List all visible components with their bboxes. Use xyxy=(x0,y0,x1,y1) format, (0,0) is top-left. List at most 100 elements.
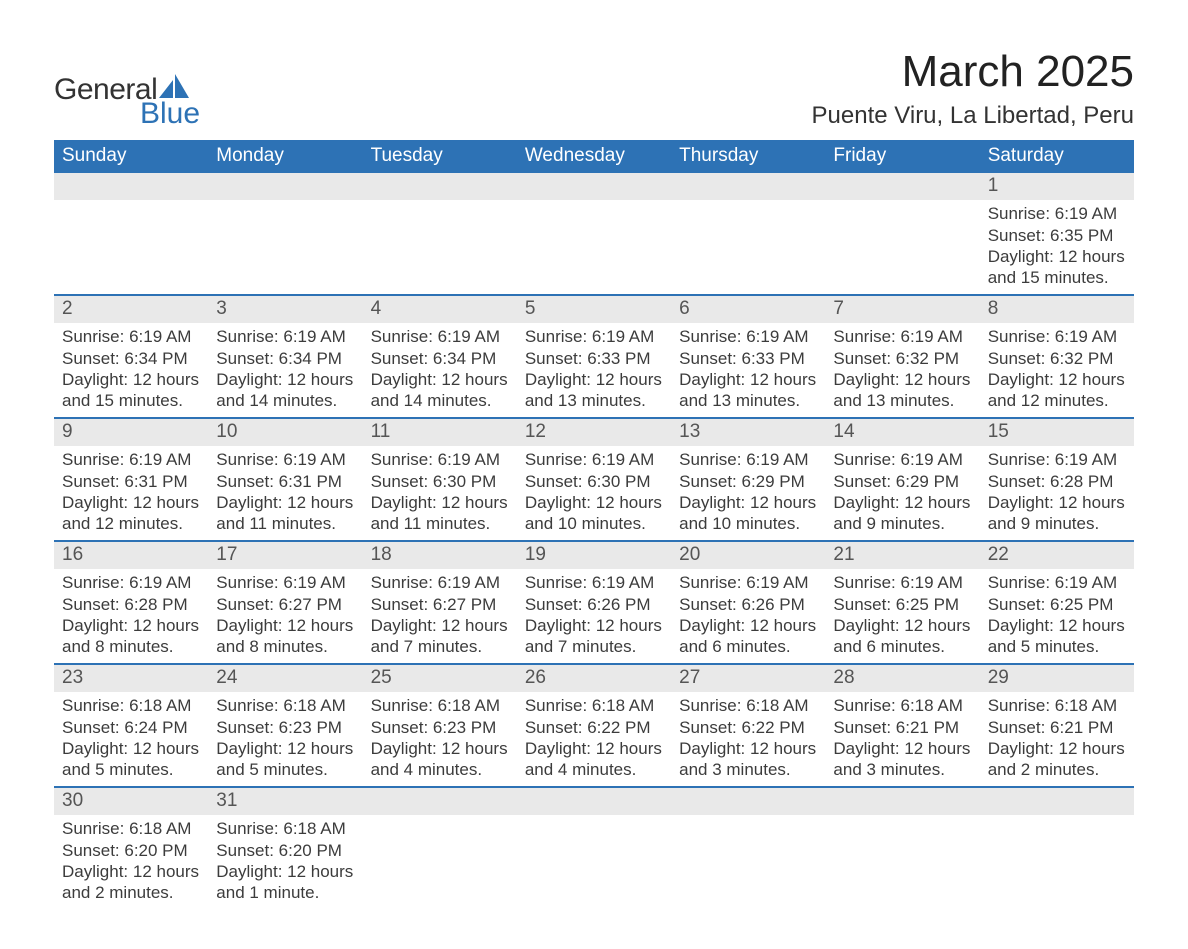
day-details: Sunrise: 6:18 AMSunset: 6:21 PMDaylight:… xyxy=(825,692,979,786)
day-details xyxy=(363,200,517,282)
daylight-line: Daylight: 12 hours and 10 minutes. xyxy=(525,492,663,535)
day-details: Sunrise: 6:19 AMSunset: 6:25 PMDaylight:… xyxy=(825,569,979,663)
sunset-line: Sunset: 6:30 PM xyxy=(371,471,509,492)
day-details: Sunrise: 6:19 AMSunset: 6:34 PMDaylight:… xyxy=(363,323,517,417)
sunrise-line: Sunrise: 6:19 AM xyxy=(62,572,200,593)
day-number: 30 xyxy=(54,788,208,815)
day-details: Sunrise: 6:18 AMSunset: 6:22 PMDaylight:… xyxy=(671,692,825,786)
daylight-line: Daylight: 12 hours and 4 minutes. xyxy=(525,738,663,781)
calendar-day-cell: 21Sunrise: 6:19 AMSunset: 6:25 PMDayligh… xyxy=(825,541,979,664)
sunrise-line: Sunrise: 6:19 AM xyxy=(371,572,509,593)
day-number: 1 xyxy=(980,173,1134,200)
sunset-line: Sunset: 6:31 PM xyxy=(216,471,354,492)
sunrise-line: Sunrise: 6:18 AM xyxy=(62,695,200,716)
sunset-line: Sunset: 6:23 PM xyxy=(371,717,509,738)
day-details xyxy=(671,200,825,282)
calendar-day-cell: 22Sunrise: 6:19 AMSunset: 6:25 PMDayligh… xyxy=(980,541,1134,664)
sunrise-line: Sunrise: 6:18 AM xyxy=(371,695,509,716)
sunrise-line: Sunrise: 6:19 AM xyxy=(525,449,663,470)
day-details: Sunrise: 6:19 AMSunset: 6:25 PMDaylight:… xyxy=(980,569,1134,663)
daylight-line: Daylight: 12 hours and 8 minutes. xyxy=(216,615,354,658)
sunset-line: Sunset: 6:34 PM xyxy=(371,348,509,369)
sunset-line: Sunset: 6:22 PM xyxy=(525,717,663,738)
weekday-header: Tuesday xyxy=(363,140,517,173)
day-number xyxy=(517,173,671,200)
day-details: Sunrise: 6:18 AMSunset: 6:24 PMDaylight:… xyxy=(54,692,208,786)
day-number xyxy=(671,788,825,815)
calendar-day-cell: 14Sunrise: 6:19 AMSunset: 6:29 PMDayligh… xyxy=(825,418,979,541)
day-details: Sunrise: 6:19 AMSunset: 6:26 PMDaylight:… xyxy=(517,569,671,663)
sunrise-line: Sunrise: 6:18 AM xyxy=(525,695,663,716)
daylight-line: Daylight: 12 hours and 7 minutes. xyxy=(371,615,509,658)
calendar-day-cell: 9Sunrise: 6:19 AMSunset: 6:31 PMDaylight… xyxy=(54,418,208,541)
calendar-empty-cell xyxy=(517,173,671,295)
sunset-line: Sunset: 6:34 PM xyxy=(216,348,354,369)
day-number xyxy=(517,788,671,815)
page-title: March 2025 xyxy=(812,48,1134,96)
sunrise-line: Sunrise: 6:19 AM xyxy=(679,326,817,347)
day-details: Sunrise: 6:19 AMSunset: 6:29 PMDaylight:… xyxy=(671,446,825,540)
weekday-header: Thursday xyxy=(671,140,825,173)
calendar-day-cell: 12Sunrise: 6:19 AMSunset: 6:30 PMDayligh… xyxy=(517,418,671,541)
day-details: Sunrise: 6:18 AMSunset: 6:20 PMDaylight:… xyxy=(54,815,208,909)
calendar-empty-cell xyxy=(363,173,517,295)
day-details xyxy=(980,815,1134,897)
sunset-line: Sunset: 6:24 PM xyxy=(62,717,200,738)
sunset-line: Sunset: 6:28 PM xyxy=(62,594,200,615)
day-number: 5 xyxy=(517,296,671,323)
sunset-line: Sunset: 6:20 PM xyxy=(62,840,200,861)
day-details: Sunrise: 6:18 AMSunset: 6:21 PMDaylight:… xyxy=(980,692,1134,786)
calendar-day-cell: 10Sunrise: 6:19 AMSunset: 6:31 PMDayligh… xyxy=(208,418,362,541)
day-details: Sunrise: 6:19 AMSunset: 6:30 PMDaylight:… xyxy=(517,446,671,540)
day-details: Sunrise: 6:19 AMSunset: 6:28 PMDaylight:… xyxy=(980,446,1134,540)
sunrise-line: Sunrise: 6:19 AM xyxy=(371,449,509,470)
weekday-header-row: SundayMondayTuesdayWednesdayThursdayFrid… xyxy=(54,140,1134,173)
day-number: 7 xyxy=(825,296,979,323)
day-details: Sunrise: 6:18 AMSunset: 6:22 PMDaylight:… xyxy=(517,692,671,786)
daylight-line: Daylight: 12 hours and 7 minutes. xyxy=(525,615,663,658)
sunset-line: Sunset: 6:21 PM xyxy=(988,717,1126,738)
day-number xyxy=(54,173,208,200)
calendar-day-cell: 15Sunrise: 6:19 AMSunset: 6:28 PMDayligh… xyxy=(980,418,1134,541)
calendar-day-cell: 4Sunrise: 6:19 AMSunset: 6:34 PMDaylight… xyxy=(363,295,517,418)
day-number: 25 xyxy=(363,665,517,692)
calendar-day-cell: 16Sunrise: 6:19 AMSunset: 6:28 PMDayligh… xyxy=(54,541,208,664)
day-details: Sunrise: 6:19 AMSunset: 6:32 PMDaylight:… xyxy=(825,323,979,417)
sunset-line: Sunset: 6:34 PM xyxy=(62,348,200,369)
calendar-day-cell: 17Sunrise: 6:19 AMSunset: 6:27 PMDayligh… xyxy=(208,541,362,664)
sunrise-line: Sunrise: 6:19 AM xyxy=(988,326,1126,347)
sunset-line: Sunset: 6:30 PM xyxy=(525,471,663,492)
day-number: 11 xyxy=(363,419,517,446)
day-number: 21 xyxy=(825,542,979,569)
day-number: 4 xyxy=(363,296,517,323)
day-number xyxy=(825,173,979,200)
calendar-empty-cell xyxy=(671,787,825,909)
sunset-line: Sunset: 6:28 PM xyxy=(988,471,1126,492)
sunrise-line: Sunrise: 6:19 AM xyxy=(371,326,509,347)
calendar-day-cell: 13Sunrise: 6:19 AMSunset: 6:29 PMDayligh… xyxy=(671,418,825,541)
sunrise-line: Sunrise: 6:19 AM xyxy=(988,203,1126,224)
day-details: Sunrise: 6:19 AMSunset: 6:30 PMDaylight:… xyxy=(363,446,517,540)
day-number: 28 xyxy=(825,665,979,692)
day-details xyxy=(517,200,671,282)
calendar-empty-cell xyxy=(54,173,208,295)
daylight-line: Daylight: 12 hours and 1 minute. xyxy=(216,861,354,904)
sunset-line: Sunset: 6:26 PM xyxy=(525,594,663,615)
day-number: 24 xyxy=(208,665,362,692)
calendar-week-row: 2Sunrise: 6:19 AMSunset: 6:34 PMDaylight… xyxy=(54,295,1134,418)
calendar-day-cell: 6Sunrise: 6:19 AMSunset: 6:33 PMDaylight… xyxy=(671,295,825,418)
daylight-line: Daylight: 12 hours and 11 minutes. xyxy=(216,492,354,535)
day-details: Sunrise: 6:19 AMSunset: 6:28 PMDaylight:… xyxy=(54,569,208,663)
sunset-line: Sunset: 6:22 PM xyxy=(679,717,817,738)
calendar-empty-cell xyxy=(825,173,979,295)
daylight-line: Daylight: 12 hours and 6 minutes. xyxy=(833,615,971,658)
day-details xyxy=(363,815,517,897)
sunrise-line: Sunrise: 6:19 AM xyxy=(525,326,663,347)
day-number: 2 xyxy=(54,296,208,323)
calendar-empty-cell xyxy=(208,173,362,295)
daylight-line: Daylight: 12 hours and 9 minutes. xyxy=(833,492,971,535)
day-details: Sunrise: 6:18 AMSunset: 6:23 PMDaylight:… xyxy=(208,692,362,786)
daylight-line: Daylight: 12 hours and 13 minutes. xyxy=(833,369,971,412)
sunrise-line: Sunrise: 6:19 AM xyxy=(216,326,354,347)
day-details: Sunrise: 6:19 AMSunset: 6:31 PMDaylight:… xyxy=(54,446,208,540)
